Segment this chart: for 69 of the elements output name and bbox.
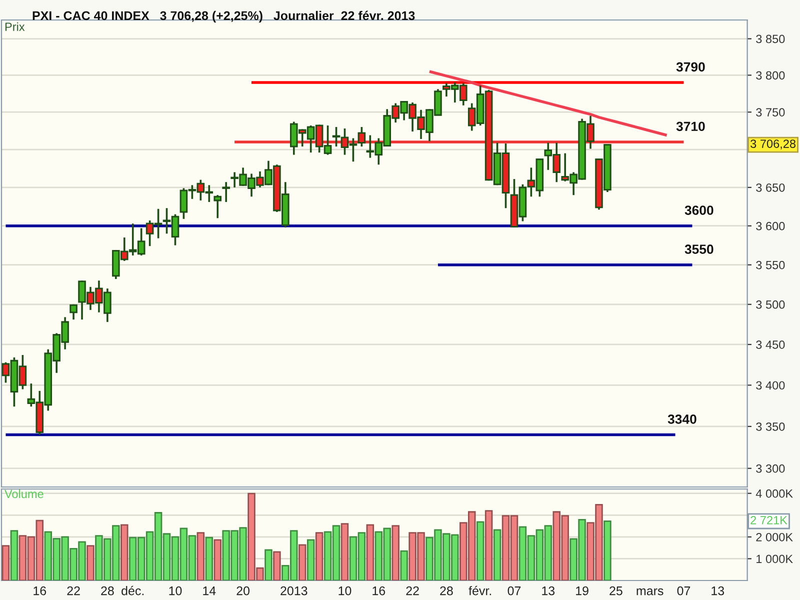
- series-label: 3550: [684, 244, 714, 254]
- y-tick-label: 3 800: [756, 71, 785, 80]
- series-label: 3710: [676, 122, 705, 132]
- x-tick-label: 16: [34, 586, 46, 596]
- candlestick: [70, 303, 78, 320]
- bar: [10, 530, 18, 580]
- y-tick-label: 3 300: [756, 464, 785, 473]
- x-tick-label: févr.: [468, 586, 492, 596]
- bar: [214, 539, 222, 580]
- bar: [2, 545, 10, 580]
- x-tick-label: 14: [203, 586, 216, 596]
- chart-title: PXI - CAC 40 INDEX 3 706,28 (+2,25%) Journalier 22 févr. 2013: [32, 10, 415, 23]
- x-tick-label: mars: [636, 588, 664, 596]
- y-tick-label: 4 000K: [756, 489, 793, 498]
- x-tick-label: 13: [712, 586, 724, 596]
- bar: [400, 550, 408, 580]
- y-tick-label: 3 600: [756, 222, 785, 230]
- x-tick-label: 22: [67, 586, 80, 596]
- series-label: 3340: [668, 414, 696, 424]
- y-axis-title: Prix: [5, 22, 25, 31]
- y-tick-label: 3 550: [756, 260, 785, 270]
- bar: [264, 549, 272, 580]
- bar: [476, 521, 484, 580]
- y-axis-title: Volume: [4, 489, 44, 498]
- bar: [392, 525, 400, 580]
- bar: [366, 524, 374, 580]
- x-tick-label: 28: [440, 586, 453, 596]
- bar: [493, 529, 502, 580]
- bar: [86, 545, 94, 580]
- x-tick-label: 2013: [280, 586, 308, 596]
- series-label: 3600: [684, 206, 714, 215]
- x-tick-label: 28: [101, 586, 114, 596]
- line-series: [428, 70, 668, 137]
- y-tick-label: 3 650: [756, 183, 785, 192]
- x-tick-label: 13: [542, 586, 555, 596]
- x-tick-label: 22: [406, 586, 419, 596]
- x-tick-label: 07: [508, 586, 521, 596]
- bar: [273, 551, 281, 580]
- bar: [205, 536, 214, 580]
- bar: [196, 532, 205, 580]
- bar: [604, 520, 612, 580]
- candlestick: [222, 181, 230, 203]
- text: 2 721K: [750, 516, 788, 524]
- x-tick-label: 07: [677, 586, 690, 596]
- x-tick-label: 20: [236, 586, 250, 596]
- y-tick-label: 2 000K: [756, 532, 793, 542]
- bar: [120, 524, 128, 580]
- y-tick-label: 3 450: [756, 340, 785, 349]
- y-tick-label: 3 400: [756, 381, 785, 390]
- bar: [484, 510, 493, 580]
- x-tick-label: 16: [372, 586, 386, 596]
- series-label: 3790: [676, 62, 705, 72]
- x-tick-label: déc.: [122, 586, 144, 596]
- bar: [315, 532, 324, 580]
- bar: [298, 544, 306, 580]
- x-tick-label: 10: [169, 586, 182, 596]
- candlestick: [214, 194, 222, 220]
- y-tick-label: 3 500: [756, 300, 785, 309]
- y-tick-label: 3 850: [756, 34, 785, 44]
- y-tick-label: 3 350: [756, 422, 785, 431]
- x-tick-label: 19: [576, 586, 588, 596]
- y-tick-label: 3 750: [756, 108, 785, 116]
- candlestick: [358, 126, 366, 148]
- text: 3 706,28: [750, 140, 796, 150]
- bar: [340, 523, 349, 580]
- x-tick-label: 25: [610, 586, 622, 596]
- bar: [306, 539, 315, 580]
- y-tick-label: 1 000K: [756, 554, 793, 564]
- x-tick-label: 10: [338, 586, 352, 596]
